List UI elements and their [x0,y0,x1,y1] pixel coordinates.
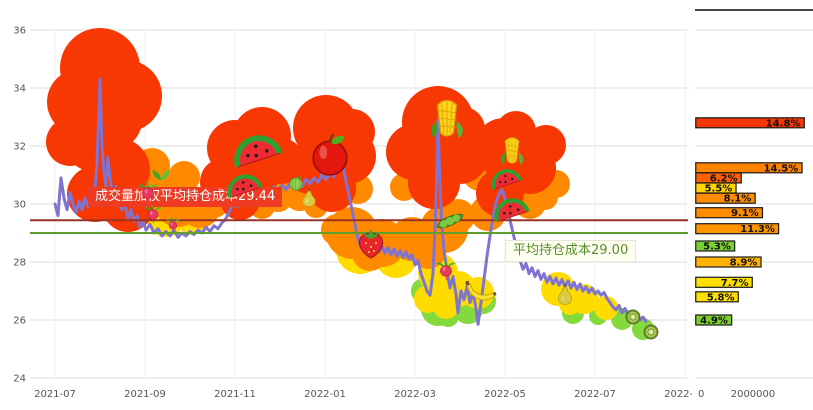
volume-profile-canvas[interactable]: 14.8% 14.5% 6.2%5.5%8.1% 9.1% 11.3% 5.3% 8.9% 7… [695,0,813,410]
cost-distribution-panel: 14.8% 14.5% 6.2% 5.5% 8.1% 9.1% 11.3% 5.3% 8.9% 7… [695,0,813,410]
chip-blob [46,118,94,166]
chip-blob [82,90,142,150]
price-history-panel: 36 34 32 30 28 26 24 2021-07 2021-09 2021-11 2022-… [13,26,692,401]
chip-blob [632,318,654,340]
volume-bar-label: 5.5% [705,184,733,195]
volume-bar [695,207,764,219]
chip-blob [559,293,581,315]
volume-bar-label: 14.5% [764,163,799,174]
chip-blob [329,109,375,155]
x-axis-tick: 2021-07 [34,389,76,400]
y-axis-tick: 26 [13,316,26,327]
y-axis-tick: 32 [13,142,26,153]
x-axis-tick: 2022-05 [484,389,526,400]
volume-bar-label: 11.3% [740,224,775,235]
volume-bar [695,192,756,204]
y-axis-tick: 28 [13,258,26,269]
volume-bar-label: 5.8% [707,292,735,303]
volume-bar [695,256,762,268]
volume-bar-label: 5.3% [703,242,731,253]
x-axis-tick: 2022-01 [304,389,346,400]
x-axis-tick: 2022-09 [664,389,692,400]
volume-bar-label: 8.1% [724,194,752,205]
volume-bar [695,162,803,174]
y-axis-tick: 30 [13,200,26,211]
chip-blob [526,125,566,165]
chip-blob [168,161,200,193]
chip-blob [496,111,536,151]
x-axis-tick: 2022-07 [574,389,616,400]
chip-blob [594,296,618,320]
volume-bar [695,314,733,326]
volume-bar-label: 6.2% [710,173,738,184]
volume-bar [695,240,736,252]
chip-blob [321,214,353,246]
x-axis-tick: 2021-11 [214,389,256,400]
volume-bar-label: 7.7% [721,278,749,289]
volume-bar [695,276,753,288]
x-axis-tick: 2021-09 [124,389,166,400]
volume-bar-label: 9.1% [731,208,759,219]
y-axis-tick: 34 [13,84,26,95]
avg-cost-label: 平均持仓成本29.00 [505,240,637,262]
volume-bar [695,117,805,129]
vwap-cost-label: 成交量加权平均持仓成本29.44 [88,187,283,207]
volume-bar [695,223,780,235]
chip-blob [408,157,460,209]
volume-bar-label: 14.8% [766,118,801,129]
chip-blob [433,293,459,319]
volume-bar-label: 4.9% [700,316,728,327]
volume-bar [695,291,739,303]
x-axis-tick: 2022-03 [394,389,436,400]
y-axis-tick: 24 [13,374,26,385]
x-axis-tick: 0 [698,389,704,400]
x-axis-tick: 2000000 [731,389,776,400]
volume-bar-label: 8.9% [730,258,758,269]
y-axis-tick: 36 [13,26,26,37]
